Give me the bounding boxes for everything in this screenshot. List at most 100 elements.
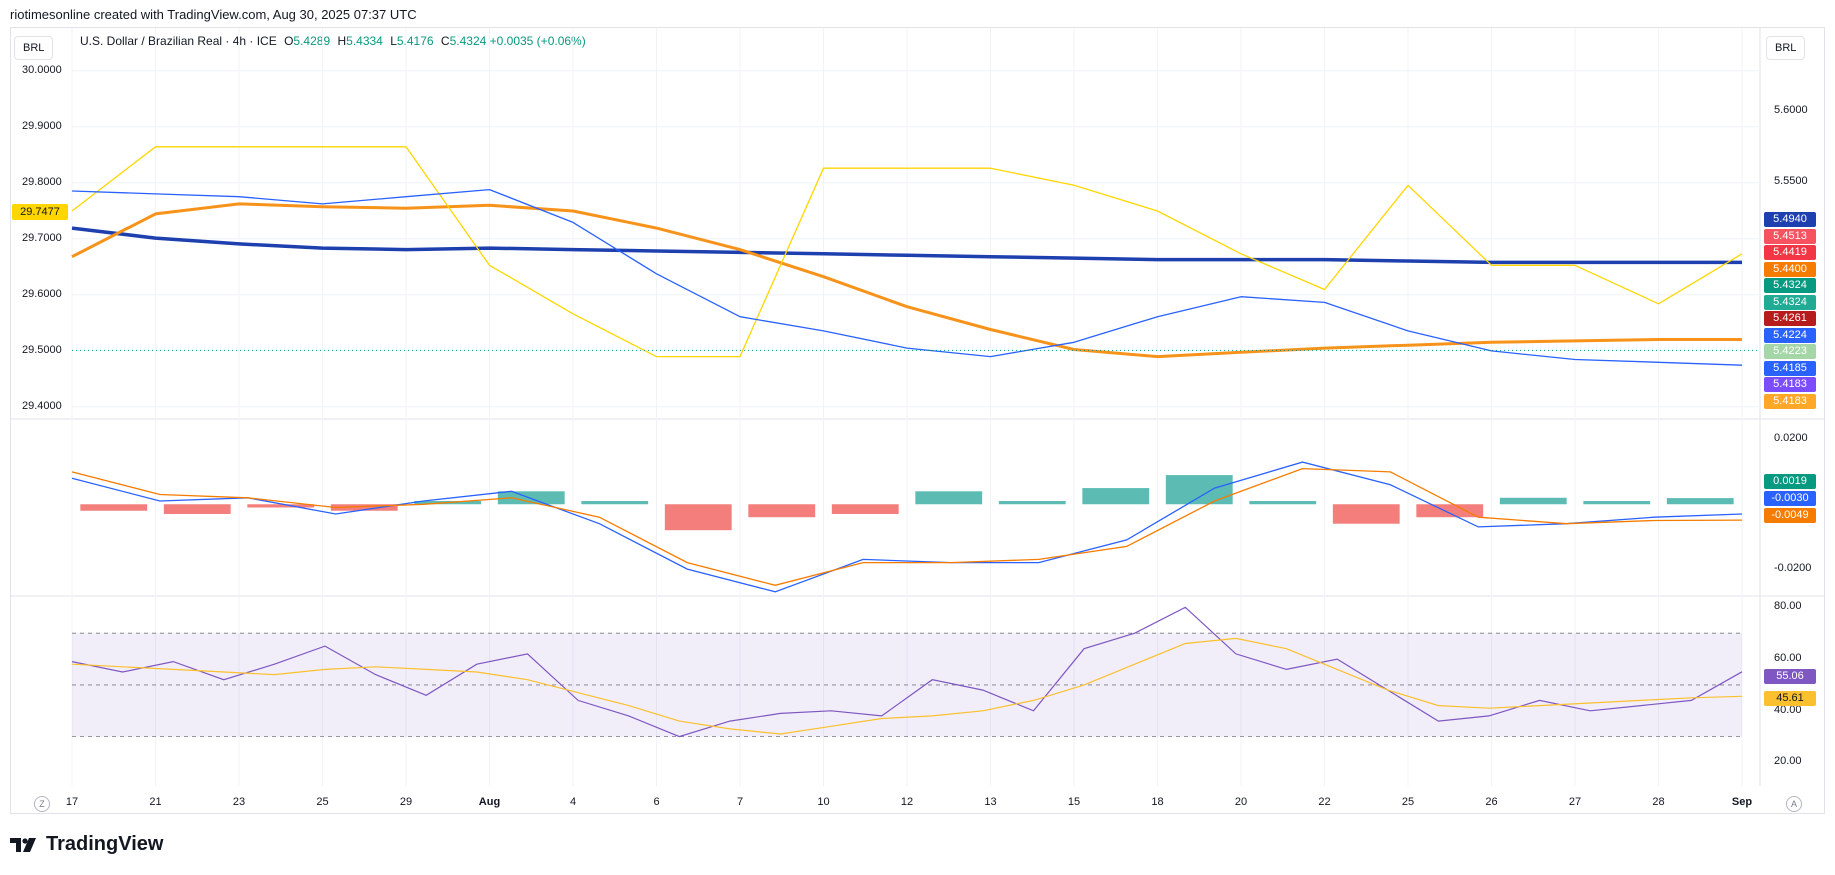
open-label: O bbox=[284, 34, 294, 48]
high-label: H bbox=[337, 34, 347, 48]
macd-histogram-bar bbox=[1249, 501, 1317, 505]
rsi-axis-tick-label: 20.00 bbox=[1774, 755, 1802, 768]
macd-histogram-bar bbox=[163, 504, 231, 514]
left-axis-tick-label: 29.5000 bbox=[22, 343, 62, 356]
left-axis-tick-label: 29.6000 bbox=[22, 287, 62, 300]
price-series-line-3 bbox=[71, 188, 1743, 366]
x-tick-label: 25 bbox=[1401, 796, 1415, 808]
close-value: 5.4324 bbox=[449, 34, 487, 48]
rsi-line-0 bbox=[71, 606, 1743, 738]
symbol-legend: U.S. Dollar / Brazilian Real · 4h · ICE … bbox=[80, 34, 586, 48]
tradingview-logo-icon bbox=[10, 837, 36, 852]
x-tick-label: 21 bbox=[149, 796, 162, 808]
price-scale-badge: 5.4183 bbox=[1764, 393, 1816, 409]
x-tick-label: 18 bbox=[1151, 796, 1164, 808]
price-scale-badge: 5.4400 bbox=[1764, 261, 1816, 277]
x-tick-label: 13 bbox=[984, 796, 997, 808]
x-tick-label: Sep bbox=[1731, 796, 1753, 808]
x-tick-label: 10 bbox=[817, 796, 830, 808]
rsi-axis-tick-label: 40.00 bbox=[1774, 703, 1802, 716]
tradingview-logo[interactable]: TradingView bbox=[10, 833, 163, 856]
macd-histogram-bar bbox=[1499, 497, 1567, 505]
macd-histogram-bar bbox=[998, 501, 1066, 505]
right-axis-tick-label: 5.6000 bbox=[1774, 104, 1808, 117]
macd-scale-badge: -0.0030 bbox=[1764, 491, 1816, 506]
x-tick-label: 28 bbox=[1652, 796, 1665, 808]
high-value: 5.4334 bbox=[346, 34, 383, 48]
zoom-toggle-button[interactable]: Z bbox=[34, 796, 50, 812]
left-axis-tick-label: 30.0000 bbox=[22, 63, 62, 76]
x-tick-label: 6 bbox=[653, 796, 660, 808]
macd-histogram-bar bbox=[247, 504, 315, 508]
macd-histogram-bar bbox=[330, 504, 398, 511]
price-scale-badge: 5.4224 bbox=[1764, 327, 1816, 343]
rsi-scale-badge: 45.61 bbox=[1764, 691, 1816, 706]
x-tick-label: 22 bbox=[1318, 796, 1331, 808]
price-scale-badge: 5.4223 bbox=[1764, 344, 1816, 359]
price-scale-badge: 5.4324 bbox=[1764, 294, 1816, 310]
macd-histogram-bar bbox=[581, 501, 649, 505]
price-scale-badge: 5.4185 bbox=[1764, 360, 1816, 376]
macd-histogram-bar bbox=[497, 491, 565, 505]
x-tick-label: 4 bbox=[569, 796, 577, 808]
macd-histogram-bar bbox=[748, 504, 816, 518]
x-tick-label: 26 bbox=[1485, 796, 1498, 808]
chart-frame bbox=[10, 27, 1825, 814]
macd-axis-tick-label: 0.0200 bbox=[1774, 432, 1808, 445]
left-axis-tick-label: 29.4000 bbox=[22, 399, 62, 412]
macd-histogram-bar bbox=[664, 504, 732, 531]
macd-histogram-bar bbox=[1583, 501, 1651, 505]
tradingview-brand: TradingView bbox=[46, 833, 164, 855]
symbol-title: U.S. Dollar / Brazilian Real · 4h · ICE bbox=[80, 34, 277, 48]
macd-line-1 bbox=[71, 467, 1743, 586]
change-value: +0.0035 (+0.06%) bbox=[489, 34, 586, 48]
price-scale-badge: 5.4261 bbox=[1764, 311, 1816, 326]
price-scale-badge: 5.4940 bbox=[1764, 212, 1816, 227]
macd-histogram-bar bbox=[80, 504, 148, 511]
macd-histogram-bar bbox=[1666, 498, 1734, 505]
x-tick-label: 20 bbox=[1234, 796, 1248, 808]
left-axis-tick-label: 29.8000 bbox=[22, 175, 62, 188]
x-tick-label: 17 bbox=[65, 796, 79, 808]
chart-credit: riotimesonline created with TradingView.… bbox=[10, 7, 417, 22]
rsi-axis-tick-label: 80.00 bbox=[1774, 600, 1802, 613]
macd-scale-badge: -0.0049 bbox=[1764, 508, 1816, 523]
rsi-axis-tick-label: 60.00 bbox=[1774, 652, 1802, 665]
x-tick-label: Aug bbox=[478, 796, 501, 808]
price-scale-badge: 5.4183 bbox=[1764, 377, 1816, 392]
x-tick-label: 23 bbox=[232, 796, 246, 808]
current-left-price-badge: 29.7477 bbox=[12, 204, 68, 221]
x-tick-label: 29 bbox=[399, 796, 413, 808]
macd-line-0 bbox=[71, 461, 1743, 593]
close-label: C bbox=[440, 34, 450, 48]
auto-scale-button[interactable]: A bbox=[1786, 796, 1802, 812]
macd-histogram-bar bbox=[1165, 475, 1233, 505]
rsi-scale-badge: 55.06 bbox=[1764, 669, 1816, 684]
x-tick-label: 27 bbox=[1568, 796, 1582, 808]
x-tick-label: 7 bbox=[736, 796, 744, 808]
x-tick-label: 25 bbox=[316, 796, 329, 808]
x-tick-label: 12 bbox=[900, 796, 914, 808]
price-scale-badge: 5.4324 bbox=[1764, 278, 1816, 293]
x-tick-label: 15 bbox=[1067, 796, 1081, 808]
price-scale-badge: 5.4513 bbox=[1764, 228, 1816, 244]
price-series-line-1 bbox=[71, 202, 1742, 359]
price-series-line-2 bbox=[71, 146, 1743, 358]
currency-chip-right[interactable]: BRL bbox=[1766, 36, 1806, 60]
rsi-line-1 bbox=[71, 637, 1743, 735]
macd-histogram-bar bbox=[915, 491, 983, 505]
macd-scale-badge: 0.0019 bbox=[1764, 474, 1816, 489]
low-label: L bbox=[390, 34, 397, 48]
macd-histogram-bar bbox=[831, 504, 899, 514]
macd-histogram-bar bbox=[1416, 504, 1484, 518]
left-axis-tick-label: 29.9000 bbox=[22, 119, 62, 132]
price-scale-badge: 5.4419 bbox=[1764, 245, 1816, 260]
open-value: 5.4289 bbox=[293, 34, 331, 48]
macd-histogram-bar bbox=[1332, 504, 1400, 524]
macd-axis-tick-label: -0.0200 bbox=[1774, 562, 1812, 575]
price-series-line-0 bbox=[71, 226, 1742, 265]
left-axis-tick-label: 29.7000 bbox=[22, 231, 62, 244]
right-axis-tick-label: 5.5500 bbox=[1774, 175, 1808, 188]
currency-chip-left[interactable]: BRL bbox=[14, 36, 54, 60]
